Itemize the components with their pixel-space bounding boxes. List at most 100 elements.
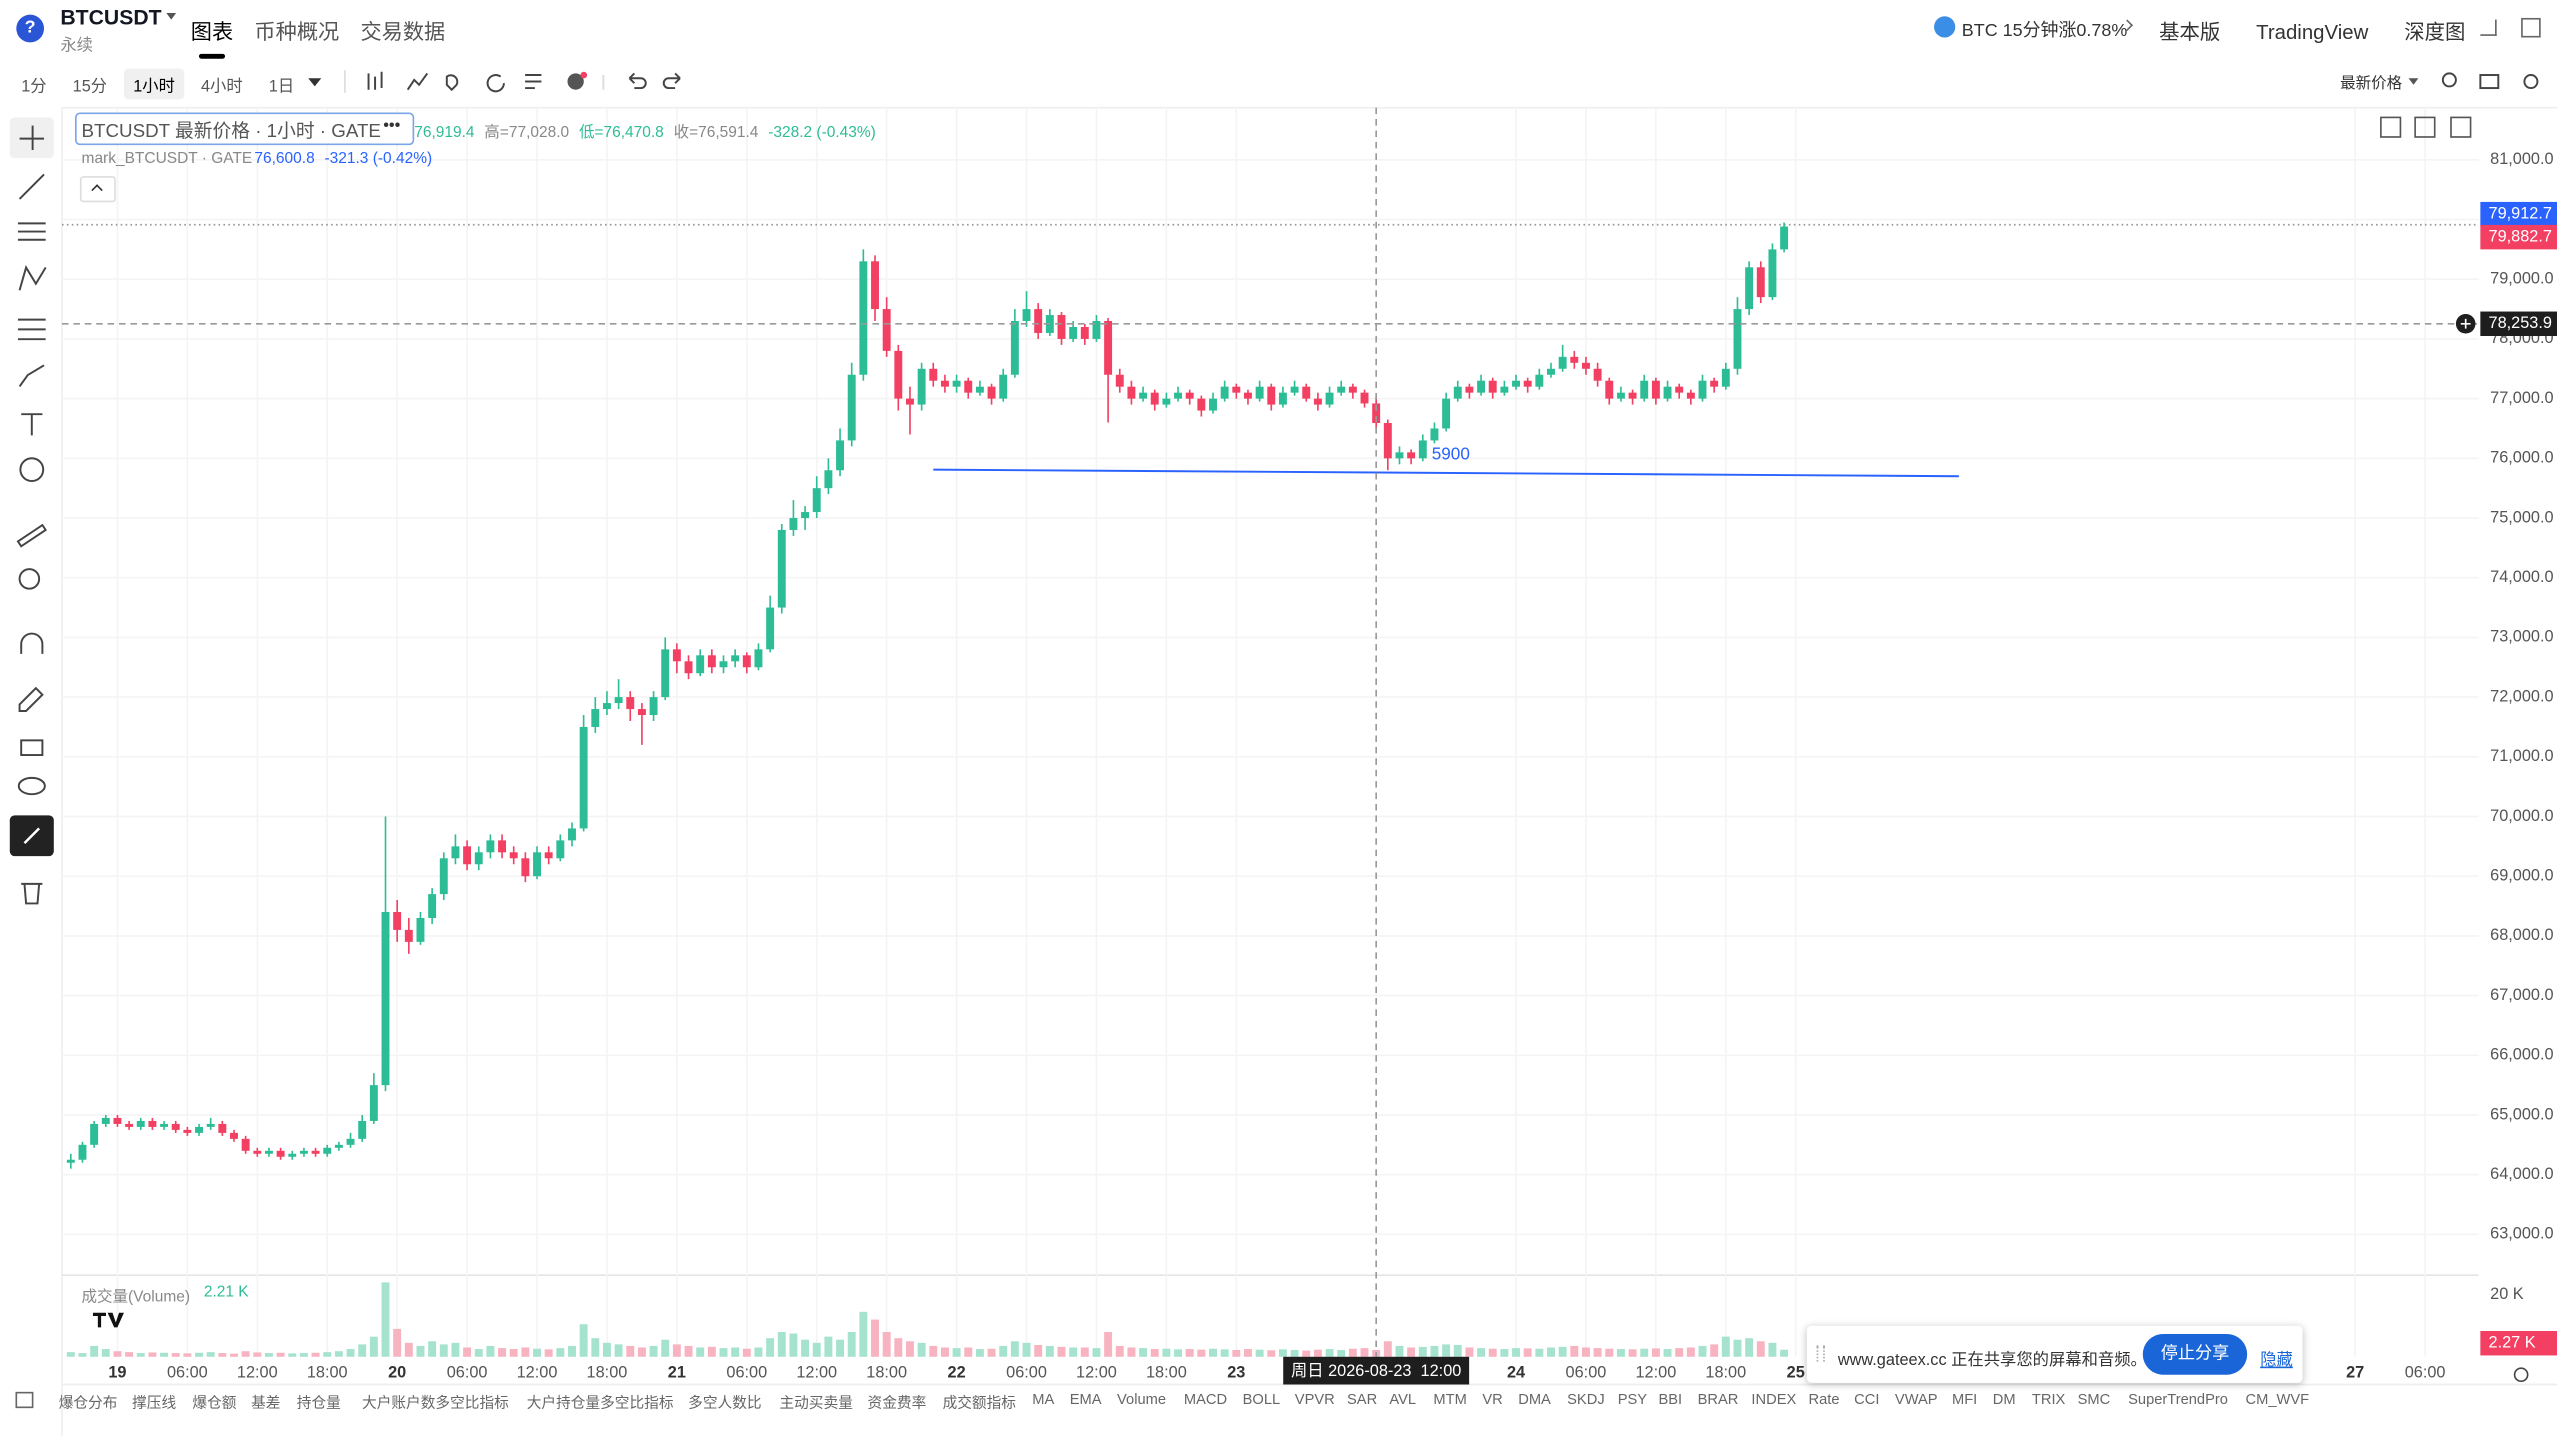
crosshair-tool[interactable] — [19, 125, 45, 151]
zoom-tool[interactable] — [18, 568, 41, 590]
indicator[interactable]: 爆仓分布 — [58, 1394, 118, 1411]
ticker[interactable]: BTC 15分钟涨0.78% — [1961, 21, 2128, 41]
pattern-tool[interactable] — [18, 265, 47, 291]
indicator[interactable]: MACD — [1183, 1391, 1228, 1408]
indicator[interactable]: VPVR — [1294, 1391, 1335, 1408]
indicator[interactable]: 持仓量 — [296, 1394, 341, 1411]
indicator[interactable]: 大户账户数多空比指标 — [362, 1394, 509, 1411]
legend-box[interactable]: BTCUSDT 最新价格 · 1小时 · GATE ••• — [75, 112, 415, 146]
indicator[interactable]: BBI — [1658, 1391, 1683, 1408]
expand-icon[interactable] — [2480, 19, 2497, 36]
dropdown[interactable] — [2408, 78, 2419, 89]
template-icon[interactable] — [525, 74, 542, 90]
interval[interactable]: 1小时 — [123, 68, 185, 100]
volume-bar — [1605, 1348, 1614, 1357]
settings-icon[interactable] — [2523, 74, 2539, 90]
calendar-icon[interactable] — [13, 1389, 39, 1412]
volume-bar — [754, 1347, 763, 1357]
help-icon[interactable]: ? — [16, 14, 45, 43]
indicator[interactable]: CCI — [1854, 1391, 1880, 1408]
line-tool[interactable] — [18, 173, 45, 200]
indicator[interactable]: EMA — [1069, 1391, 1102, 1408]
indicator[interactable]: 撑压线 — [132, 1394, 177, 1411]
tab[interactable]: 币种概况 — [254, 19, 340, 45]
alert-icon[interactable] — [445, 74, 459, 92]
indicator[interactable]: PSY — [1617, 1391, 1648, 1408]
symbol[interactable]: BTCUSDT — [60, 4, 162, 30]
indicator[interactable]: SuperTrendPro — [2128, 1391, 2228, 1408]
chart-button[interactable] — [2414, 116, 2436, 138]
magnet-tool[interactable] — [20, 632, 44, 654]
candle-icon[interactable] — [367, 71, 383, 90]
indicator[interactable]: DM — [1992, 1391, 2016, 1408]
indicator[interactable]: 多空人数比 — [688, 1394, 762, 1411]
ruler-tool[interactable] — [16, 523, 48, 548]
indicator-icon[interactable] — [406, 72, 429, 91]
hide-tool[interactable] — [17, 776, 46, 796]
drag-handle[interactable] — [1816, 1345, 1825, 1362]
replay-icon[interactable] — [486, 74, 505, 93]
hide-link[interactable]: 隐藏 — [2260, 1351, 2293, 1370]
indicator[interactable]: INDEX — [1751, 1391, 1797, 1408]
symbol-dropdown[interactable] — [166, 13, 177, 24]
indicator[interactable]: DMA — [1518, 1391, 1551, 1408]
indicator[interactable]: Rate — [1808, 1391, 1840, 1408]
indicator[interactable]: 主动买卖量 — [779, 1394, 853, 1411]
text-tool[interactable] — [21, 413, 43, 436]
indicator[interactable]: TRIX — [2031, 1391, 2066, 1408]
interval-dropdown[interactable] — [308, 78, 322, 93]
indicator[interactable]: 资金费率 — [867, 1394, 927, 1411]
legend-menu[interactable]: ••• — [383, 117, 401, 136]
candle-body — [940, 380, 949, 387]
collapse-button[interactable] — [79, 176, 116, 203]
indicator[interactable]: 大户持仓量多空比指标 — [526, 1394, 674, 1411]
indicator[interactable]: BRAR — [1697, 1391, 1739, 1408]
indicator[interactable]: Volume — [1117, 1391, 1167, 1408]
indicator[interactable]: BOLL — [1242, 1391, 1281, 1408]
indicator[interactable]: 爆仓额 — [192, 1394, 237, 1411]
redo-icon[interactable] — [662, 72, 681, 90]
interval[interactable]: 4小时 — [200, 78, 243, 97]
channel-tool[interactable] — [17, 318, 46, 341]
volume-bar — [952, 1348, 961, 1357]
indicator[interactable]: SKDJ — [1567, 1391, 1605, 1408]
volume-bar — [1383, 1341, 1392, 1357]
y-tick-label: 79,000.0 — [2490, 270, 2553, 288]
indicator[interactable]: SAR — [1346, 1391, 1378, 1408]
fib-tool[interactable] — [17, 222, 46, 241]
nav-link[interactable]: TradingView — [2256, 21, 2369, 45]
indicator[interactable]: 成交额指标 — [942, 1394, 1016, 1411]
interval[interactable]: 15分 — [72, 78, 108, 97]
settings-icon[interactable] — [2508, 1362, 2534, 1388]
tab[interactable]: 图表 — [191, 15, 233, 59]
fullscreen-icon[interactable] — [2521, 17, 2541, 38]
interval[interactable]: 1日 — [268, 78, 295, 97]
indicator[interactable]: SMC — [2077, 1391, 2111, 1408]
indicator[interactable]: MFI — [1951, 1391, 1978, 1408]
indicator[interactable]: AVL — [1389, 1391, 1417, 1408]
candle-body — [171, 1123, 180, 1130]
tab[interactable]: 交易数据 — [360, 19, 446, 45]
indicator[interactable]: CM_WVF — [2245, 1391, 2310, 1408]
delete-tool[interactable] — [21, 882, 43, 905]
emoji-tool[interactable] — [19, 457, 45, 483]
search-icon[interactable] — [2441, 72, 2457, 88]
chart-button[interactable] — [2450, 116, 2472, 138]
lock-draw-tool[interactable] — [18, 686, 44, 712]
nav-link[interactable]: 深度图 — [2404, 21, 2466, 45]
indicator[interactable]: MA — [1032, 1391, 1055, 1408]
nav-link[interactable]: 基本版 — [2159, 21, 2221, 45]
interval[interactable]: 1分 — [21, 78, 47, 97]
chart-button[interactable] — [2380, 116, 2402, 138]
camera-icon[interactable] — [2479, 74, 2500, 90]
indicator[interactable]: VWAP — [1894, 1391, 1938, 1408]
brush-tool[interactable] — [18, 364, 45, 388]
plugin-icon[interactable] — [567, 73, 584, 90]
indicator[interactable]: MTM — [1433, 1391, 1467, 1408]
indicator[interactable]: VR — [1482, 1391, 1503, 1408]
lock-tool[interactable] — [20, 739, 44, 757]
undo-icon[interactable] — [628, 72, 647, 90]
price-source[interactable]: 最新价格 — [2340, 75, 2403, 93]
indicator[interactable]: 基差 — [251, 1394, 281, 1411]
stop-share-button[interactable]: 停止分享 — [2142, 1333, 2248, 1375]
